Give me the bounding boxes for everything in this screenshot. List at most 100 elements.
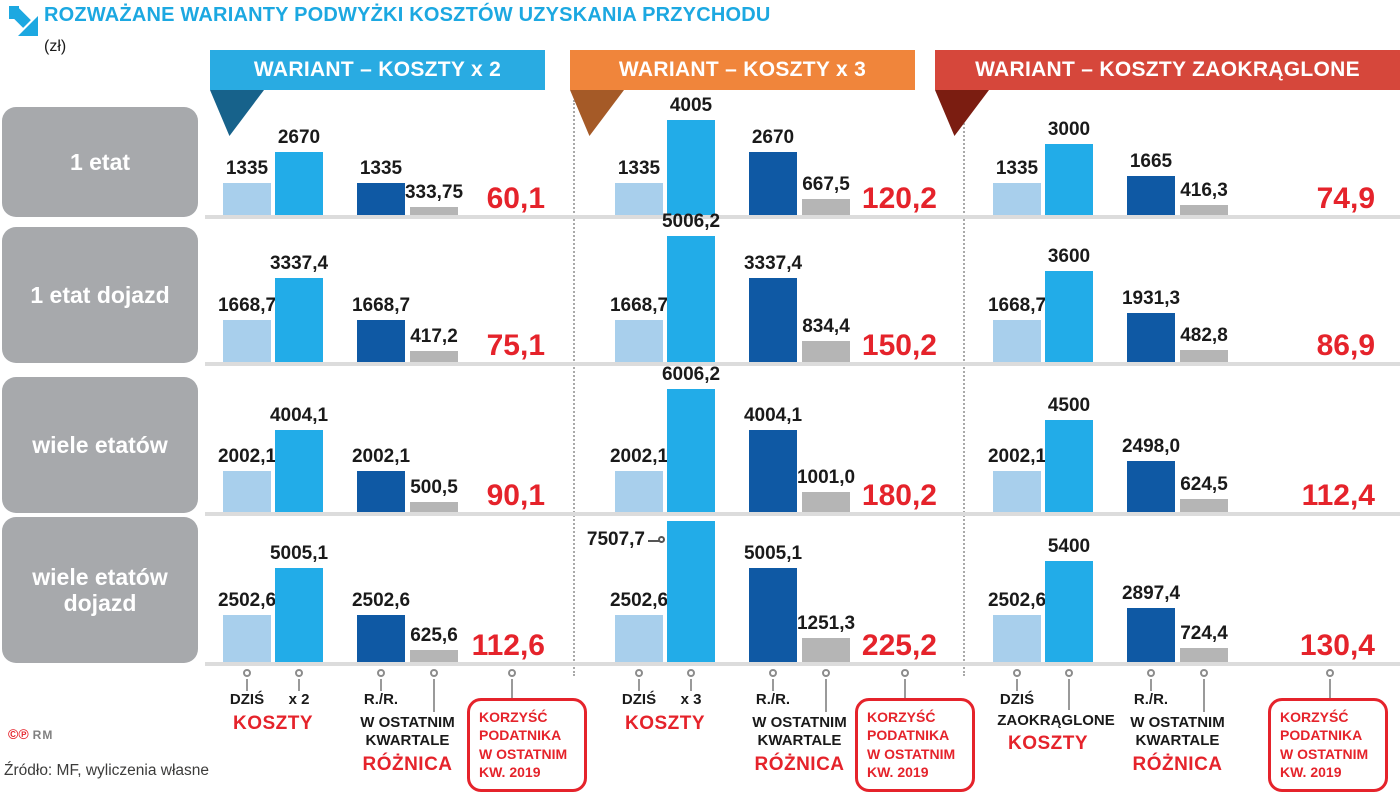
legend-roznica-label: RÓŻNICA [1132,754,1223,775]
benefit-legend-box-line: KW. 2019 [479,764,541,781]
value-bar [223,320,271,362]
bar-value-label: 724,4 [1180,623,1228,644]
value-bar [1180,205,1228,215]
legend-connector-stem [1016,679,1018,691]
bar-value-label: 6006,2 [661,364,721,385]
legend-kwartal-line2: KWARTALE [1135,732,1220,749]
legend-roznica-label: RÓŻNICA [362,754,453,775]
legend-mult-label: ZAOKRĄGLONE [997,712,1115,729]
value-bar [993,615,1041,662]
value-bar [615,471,663,512]
benefit-legend-box-line: PODATNIKA [1280,727,1363,744]
row-label: 1 etat dojazd [2,227,198,363]
value-bar [275,430,323,512]
value-bar [1127,461,1175,512]
bar-value-label: 417,2 [410,326,458,347]
legend-connector-stem [1329,679,1331,698]
legend-connector-circle [687,669,695,677]
title-arrow-icon [9,6,38,36]
bar-value-label: 416,3 [1180,180,1228,201]
legend-connector-circle [769,669,777,677]
bar-value-label: 1335 [359,158,403,179]
bar-value-label: 1335 [617,158,661,179]
benefit-legend-box-line: KORZYŚĆ [1280,709,1349,725]
bar-value-label: 2498,0 [1121,436,1181,457]
value-bar [1045,144,1093,215]
value-bar [357,471,405,512]
legend-connector-circle [1147,669,1155,677]
benefit-legend-box-line: W OSTATNIM [867,745,956,762]
benefit-legend-box-line: KORZYŚĆ [867,709,936,725]
legend-connector-circle [243,669,251,677]
bar-value-label: 4004,1 [269,405,329,426]
brand-label: RM [32,728,54,742]
value-bar [223,183,271,215]
value-bar [667,236,715,362]
benefit-legend-box-line: PODATNIKA [479,727,562,744]
legend-connector-circle [1326,669,1334,677]
bar-value-label: 1668,7 [351,295,411,316]
row-label: wiele etatów dojazd [2,517,198,663]
value-bar [667,521,715,662]
value-bar [410,502,458,512]
legend-connector-stem [690,679,692,691]
source-label: Źródło: MF, wyliczenia własne [4,762,210,779]
legend-kwartal-line1: W OSTATNIM [360,714,455,731]
value-bar [223,615,271,662]
benefit-value: 130,4 [1299,629,1375,662]
bar-value-label: 5005,1 [269,543,329,564]
legend-rr-label: R./R. [1133,691,1169,708]
legend-rr-label: R./R. [755,691,791,708]
value-bar [993,320,1041,362]
value-bar [993,471,1041,512]
bar-value-label: 1335 [225,158,269,179]
value-bar [1045,561,1093,662]
value-bar [749,568,797,662]
value-bar [749,152,797,215]
benefit-value: 60,1 [486,182,545,215]
legend-connector-circle [1013,669,1021,677]
value-bar [615,615,663,662]
bar-value-label: 500,5 [410,477,458,498]
legend-connector-stem [638,679,640,691]
value-bar [1180,350,1228,362]
bar-value-label: 1001,0 [796,467,856,488]
benefit-legend-box-line: KW. 2019 [867,764,929,781]
value-bar [357,615,405,662]
value-bar [1180,648,1228,662]
bar-value-label: 482,8 [1180,325,1228,346]
bar-value-label: 2502,6 [609,590,669,611]
bar-value-label: 625,6 [410,625,458,646]
benefit-legend-box-line: W OSTATNIM [1280,745,1369,762]
callout-connector-circle [658,536,665,543]
bar-value-label: 3000 [1047,119,1091,140]
benefit-value: 75,1 [486,329,545,362]
legend-connector-stem [298,679,300,691]
value-bar [993,183,1041,215]
benefit-legend-box: KORZYŚĆ PODATNIKA W OSTATNIM KW. 2019 [855,698,975,792]
value-bar [1180,499,1228,512]
benefit-legend-box-line: KW. 2019 [1280,764,1342,781]
value-bar [749,430,797,512]
legend-connector-circle [901,669,909,677]
benefit-legend-box: KORZYŚĆ PODATNIKA W OSTATNIM KW. 2019 [1268,698,1388,792]
bar-value-label: 333,75 [404,182,464,203]
value-bar [410,207,458,215]
value-bar [1045,271,1093,362]
value-bar [275,568,323,662]
variant-header-tail [935,90,989,136]
value-bar [802,492,850,512]
variant-header-ribbon: WARIANT – KOSZTY x 3 [570,50,915,90]
row-label: 1 etat [2,107,198,217]
phonogram-icon: ℗ [18,726,29,742]
legend-kwartal-line2: KWARTALE [365,732,450,749]
legend-connector-stem [904,679,906,698]
variant-separator [963,100,965,676]
value-bar [667,120,715,215]
value-bar [802,341,850,362]
value-bar [410,351,458,362]
value-bar [615,183,663,215]
legend-connector-stem [433,679,435,712]
bar-value-label: 3600 [1047,246,1091,267]
